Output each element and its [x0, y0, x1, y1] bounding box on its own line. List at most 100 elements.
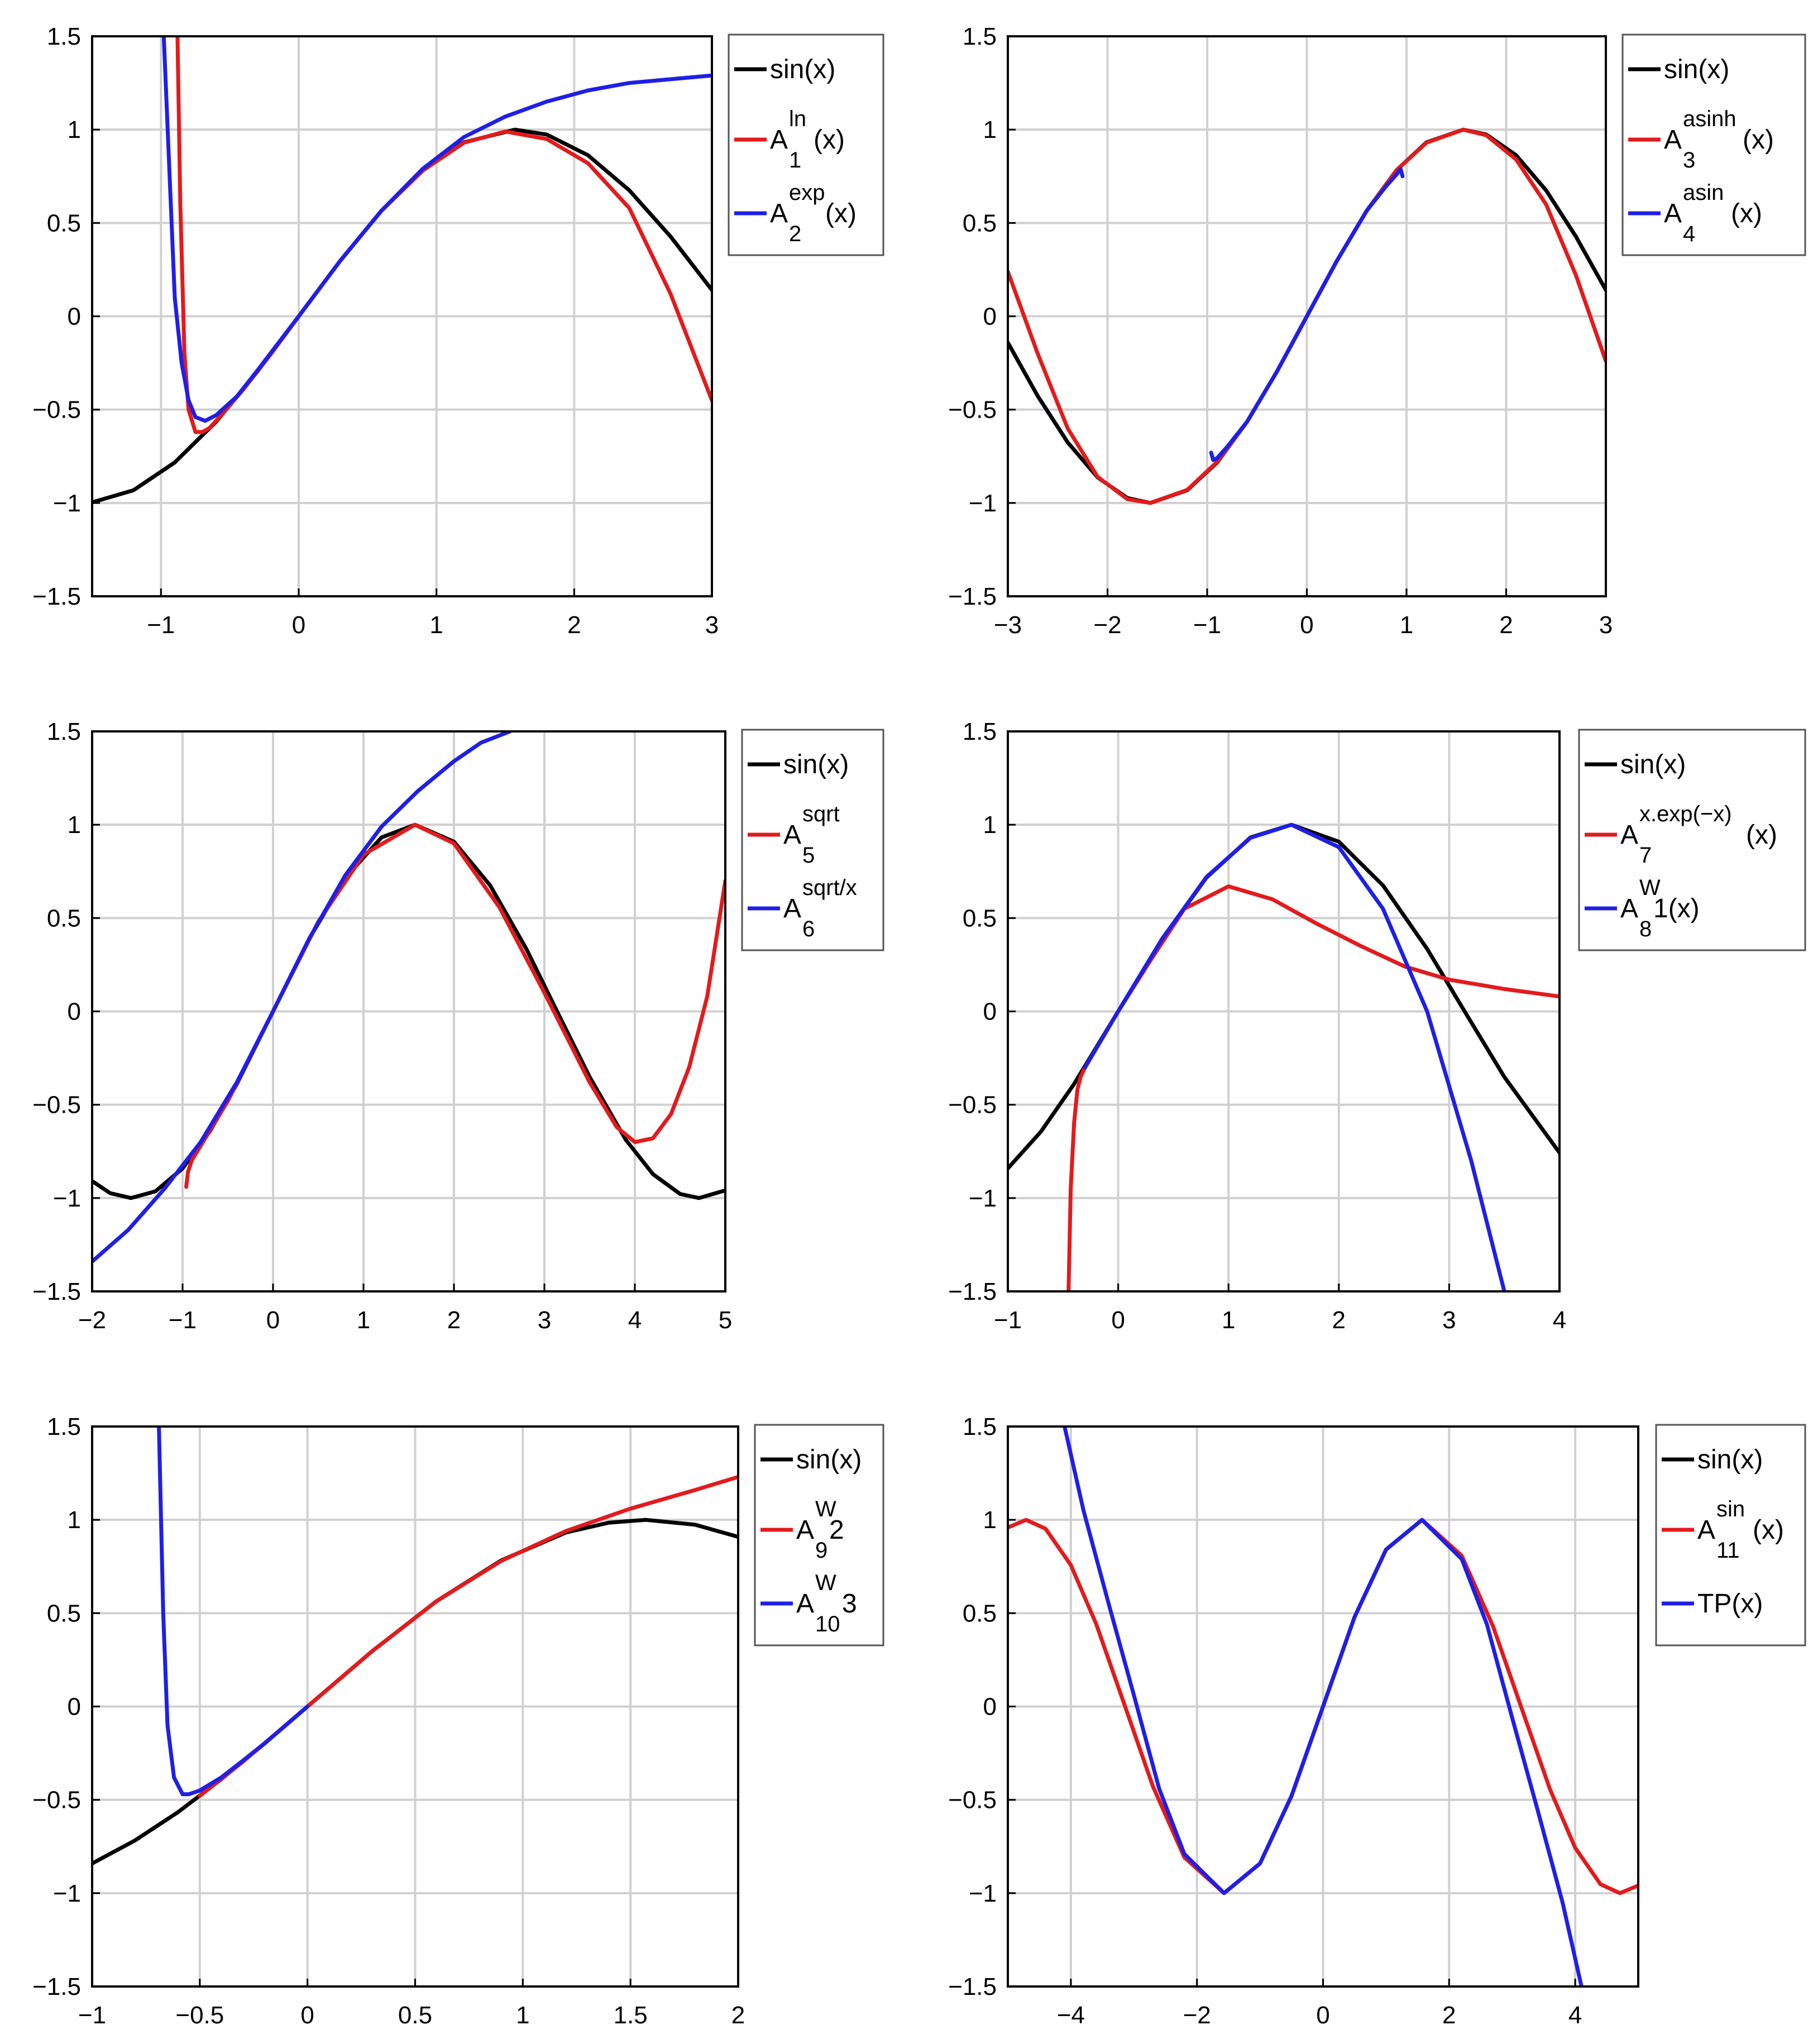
x-tick-label: 0 [1111, 1306, 1125, 1334]
legend-superscript: sqrt [802, 802, 840, 826]
series-line-2 [1209, 166, 1405, 462]
series-line-2 [161, 36, 712, 423]
legend-superscript: W [815, 1571, 836, 1595]
y-tick-label: 0 [68, 998, 81, 1026]
series-line-2 [92, 731, 512, 1263]
legend-subscript: 3 [1683, 148, 1695, 173]
y-tick-label: −0.5 [948, 1787, 997, 1814]
legend-label: sin(x) [770, 55, 835, 84]
legend-superscript: W [815, 1497, 836, 1521]
x-tick-label: −2 [1093, 611, 1121, 639]
legend-superscript: sin [1716, 1497, 1745, 1521]
legend-superscript: asin [1683, 180, 1724, 205]
legend-suffix: (x) [1753, 1515, 1784, 1545]
legend-box [728, 33, 884, 256]
y-tick-label: 0.5 [963, 904, 997, 932]
legend-label: A [783, 894, 801, 923]
y-tick-label: 1 [983, 811, 997, 839]
plot-p5: −1 −0.5 0 0.5 1 1.5 2−1.5−1−0.500.511.5sin(x)A… [32, 1413, 884, 2029]
y-tick-label: −1.5 [948, 583, 997, 610]
y-tick-label: 1.5 [963, 23, 997, 50]
legend-suffix: (x) [1731, 199, 1762, 228]
x-tick-label: 3 [1442, 1306, 1456, 1334]
legend-suffix: (x) [1743, 125, 1774, 155]
x-tick-label: 3 [705, 611, 719, 639]
y-tick-label: −0.5 [32, 1787, 81, 1814]
legend-suffix: 1(x) [1653, 894, 1700, 923]
legend-label: sin(x) [1664, 55, 1729, 84]
legend-label: sin(x) [1620, 750, 1686, 779]
legend-label: A [1697, 1515, 1715, 1545]
plot-p1: −1 0 1 2 3 −1.5 −1 −0.5 0 0.5 1 1.5 sin(x) Aln 1 (x) Aex… [32, 23, 884, 639]
y-tick-label: −1.5 [32, 1973, 81, 2000]
legend-box [1578, 729, 1806, 951]
y-tick-label: 0 [983, 303, 997, 331]
legend: sin(x) Ax.exp(−x) 7 (x) AW 81(x) [1578, 729, 1806, 951]
series-line-1 [198, 1475, 738, 1798]
x-tick-label: 0 [1316, 2002, 1329, 2029]
x-tick-label: 0.5 [398, 2002, 432, 2029]
x-tick-label: 4 [1568, 2002, 1582, 2029]
x-tick-label: −2 [1183, 2002, 1211, 2029]
legend-label: A [796, 1515, 814, 1545]
legend-label: A [1664, 125, 1682, 155]
legend-superscript: asinh [1683, 107, 1737, 131]
legend-superscript: W [1639, 875, 1661, 900]
y-tick-label: −1 [53, 1880, 81, 1907]
legend-label: sin(x) [796, 1445, 862, 1475]
x-tick-label: 1 [1400, 611, 1413, 639]
series-line-1 [1066, 884, 1560, 1291]
legend-suffix: (x) [825, 199, 857, 228]
x-tick-label: 4 [1553, 1306, 1566, 1334]
legend-subscript: 5 [802, 843, 815, 868]
legend-subscript: 2 [789, 222, 801, 246]
y-tick-label: −1 [969, 1185, 997, 1212]
legend-label: TP(x) [1697, 1589, 1763, 1619]
x-tick-label: −1 [994, 1306, 1022, 1334]
y-tick-label: 0.5 [963, 1600, 997, 1627]
legend-suffix: (x) [814, 125, 845, 155]
x-tick-label: 1 [429, 611, 443, 639]
x-tick-label: 1.5 [614, 2002, 648, 2029]
y-tick-label: 1.5 [47, 23, 81, 50]
y-tick-label: −1.5 [948, 1278, 997, 1305]
legend-subscript: 10 [815, 1612, 840, 1636]
legend-box [754, 1424, 884, 1646]
y-tick-label: 0 [983, 1693, 997, 1721]
y-tick-label: 1.5 [963, 1413, 997, 1440]
legend-label: A [770, 125, 788, 155]
y-tick-label: −1.5 [32, 1278, 81, 1305]
legend-superscript: exp [789, 180, 825, 205]
y-tick-label: 1 [983, 1506, 997, 1534]
legend-subscript: 6 [802, 917, 815, 941]
x-tick-label: −1 [147, 611, 175, 639]
series-line-2 [1083, 822, 1506, 1291]
legend-subscript: 1 [789, 148, 801, 173]
x-tick-label: 3 [1599, 611, 1613, 639]
x-tick-label: −1 [169, 1306, 197, 1334]
y-tick-label: 1.5 [963, 718, 997, 745]
x-tick-label: 2 [1499, 611, 1513, 639]
x-tick-label: 2 [1442, 2002, 1456, 2029]
x-tick-label: 5 [719, 1306, 732, 1334]
x-tick-label: −0.5 [175, 2002, 224, 2029]
legend-box [1621, 33, 1806, 256]
y-tick-label: 0.5 [47, 1600, 81, 1627]
legend-label: A [796, 1589, 814, 1619]
y-tick-label: 1 [983, 116, 997, 143]
series-line-2 [157, 1427, 310, 1797]
legend-suffix: 2 [829, 1515, 844, 1545]
series-line-1 [1063, 1427, 1584, 1986]
x-tick-label: −1 [1193, 611, 1221, 639]
x-tick-label: 2 [1332, 1306, 1346, 1334]
y-tick-label: 0.5 [47, 209, 81, 237]
plot-p2: −3 −2 −1 0 1 2 3 −1.5 −1 −0.5 0 0.5 1 1.5 sin(x) Aasinh… [948, 23, 1806, 639]
legend-subscript: 8 [1639, 917, 1652, 941]
x-tick-label: 1 [1222, 1306, 1235, 1334]
